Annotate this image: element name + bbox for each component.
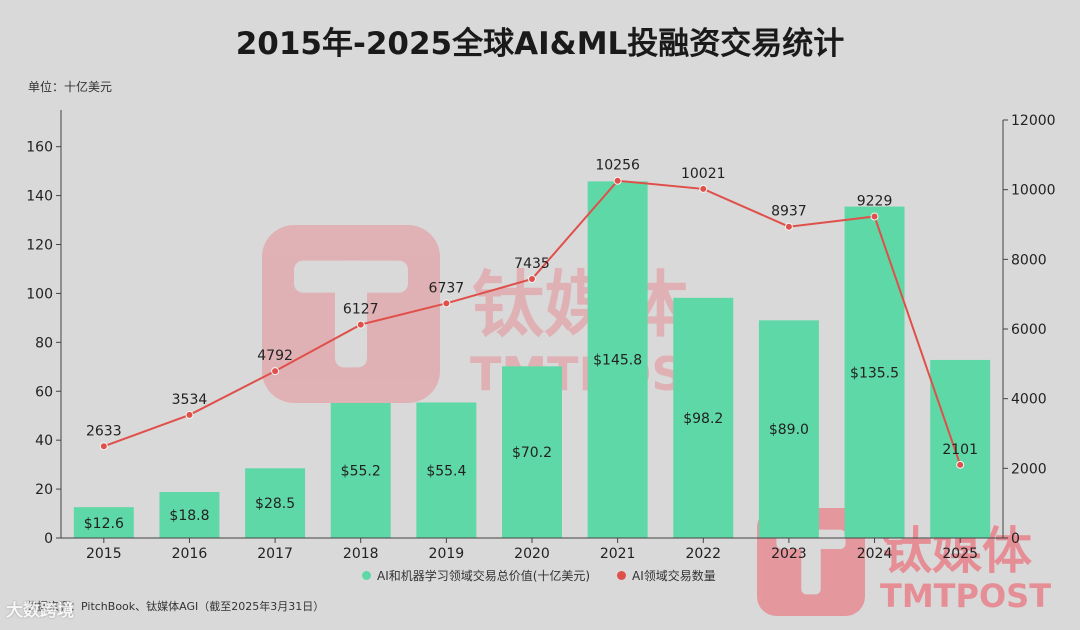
x-tick-label-2020: 2020: [514, 546, 550, 562]
line-value-label-2020: 7435: [514, 256, 550, 272]
x-tick-label-2016: 2016: [172, 546, 208, 562]
x-tick-label-2019: 2019: [429, 546, 465, 562]
legend-line-swatch: [617, 571, 626, 580]
line-value-label-2023: 8937: [771, 204, 807, 220]
unit-label: 单位：十亿美元: [28, 80, 113, 94]
line-point-2016: [185, 410, 194, 419]
line-point-2015: [99, 442, 108, 451]
x-tick-label-2017: 2017: [257, 546, 293, 562]
line-point-2017: [271, 367, 280, 376]
y-left-tick-label: 160: [26, 140, 53, 156]
line-value-label-2021: 10256: [595, 158, 640, 174]
axes: 0 20 40 60 80 100 120 140 160 0 2000 4000 6000 8000 10…: [26, 110, 1056, 562]
bar-value-label-2018: $55.2: [341, 463, 381, 479]
line-value-label-2016: 3534: [172, 392, 208, 408]
bar-series: [73, 181, 991, 538]
x-tick-label-2022: 2022: [685, 546, 721, 562]
corner-watermark: 大数跨境: [6, 601, 74, 621]
y-right-tick-label: 0: [1011, 531, 1020, 547]
line-point-2019: [442, 299, 451, 308]
y-left-tick-label: 80: [35, 335, 53, 351]
line-point-2025: [956, 460, 965, 469]
line-series: [99, 176, 965, 469]
line-value-label-2024: 9229: [857, 194, 893, 210]
bar-2025: [930, 359, 991, 538]
watermark-logo: [262, 225, 440, 403]
legend-bar-swatch: [362, 571, 371, 580]
y-left-tick-label: 120: [26, 238, 53, 254]
line-value-label-2015: 2633: [86, 423, 122, 439]
legend-item-line: AI领域交易数量: [617, 567, 716, 584]
bar-2015: [73, 507, 134, 538]
y-right-tick-label: 10000: [1011, 183, 1056, 199]
bar-2017: [245, 468, 306, 538]
bar-value-label-2022: $98.2: [683, 411, 723, 427]
y-right-tick-label: 2000: [1011, 461, 1047, 477]
line-value-label-2022: 10021: [681, 166, 726, 182]
line-point-2024: [870, 212, 879, 221]
bar-2019: [416, 402, 477, 538]
x-tick-label-2015: 2015: [86, 546, 122, 562]
line-point-2018: [356, 320, 365, 329]
bar-value-label-2020: $70.2: [512, 445, 552, 461]
bar-2021: [587, 181, 648, 538]
x-tick-label-2021: 2021: [600, 546, 636, 562]
x-tick-label-2023: 2023: [771, 546, 807, 562]
bar-2016: [159, 492, 220, 538]
bar-value-label-2024: $135.5: [850, 365, 899, 381]
line-value-label-2019: 6737: [429, 280, 465, 296]
bar-2024: [844, 206, 905, 538]
line-point-2020: [528, 275, 536, 284]
line-point-2022: [699, 184, 708, 193]
bar-value-label-2021: $145.8: [593, 353, 642, 369]
y-left-tick-label: 20: [35, 482, 53, 498]
x-tick-label-2024: 2024: [857, 546, 893, 562]
line-point-2021: [613, 176, 622, 185]
y-right-tick-label: 4000: [1011, 392, 1047, 408]
source-note: 数据来源：PitchBook、钛媒体AGI（截至2025年3月31日）: [26, 600, 325, 613]
watermark-logo-stem: [801, 529, 821, 595]
legend-bar-label: AI和机器学习领域交易总价值(十亿美元): [377, 569, 591, 583]
watermark-logo-tile: [262, 225, 440, 403]
line-value-label-2017: 4792: [257, 348, 293, 364]
bar-2023: [758, 320, 819, 538]
watermark-logo-stem: [334, 260, 368, 368]
bar-value-label-2019: $55.4: [426, 463, 466, 479]
watermark-cn-large: 钛媒体: [472, 263, 688, 347]
x-tick-label-2025: 2025: [942, 546, 978, 562]
bar-value-label-2023: $89.0: [769, 422, 809, 438]
bar-2018: [330, 402, 391, 538]
y-left-tick-label: 100: [26, 286, 53, 302]
bar-value-label-2015: $12.6: [84, 516, 124, 532]
legend-item-bar: AI和机器学习领域交易总价值(十亿美元): [362, 567, 590, 584]
watermark-en-small: TMTPOST: [880, 577, 1051, 615]
line-value-label-2018: 6127: [343, 302, 379, 318]
line-point-2023: [784, 222, 793, 231]
line-value-label-2025: 2101: [942, 442, 978, 458]
y-left-tick-label: 40: [35, 433, 53, 449]
y-left-tick-label: 0: [44, 531, 53, 547]
bar-2022: [673, 297, 734, 538]
y-right-tick-label: 6000: [1011, 322, 1047, 338]
y-right-tick-label: 12000: [1011, 113, 1056, 129]
watermark-logo-bar: [294, 260, 408, 293]
bar-value-label-2017: $28.5: [255, 496, 295, 512]
chart-title: 2015年-2025全球AI&ML投融资交易统计: [235, 26, 845, 62]
y-right-tick-label: 8000: [1011, 252, 1047, 268]
bar-2020: [502, 366, 562, 538]
y-left-tick-label: 140: [26, 189, 53, 205]
x-tick-label-2018: 2018: [343, 546, 379, 562]
bar-value-label-2016: $18.8: [169, 508, 209, 524]
legend-line-label: AI领域交易数量: [632, 569, 716, 583]
y-left-tick-label: 60: [35, 384, 53, 400]
data-labels: $12.6 $18.8 $28.5 $55.2 $55.4 $70.2 $145.8 $98.…: [84, 158, 978, 532]
